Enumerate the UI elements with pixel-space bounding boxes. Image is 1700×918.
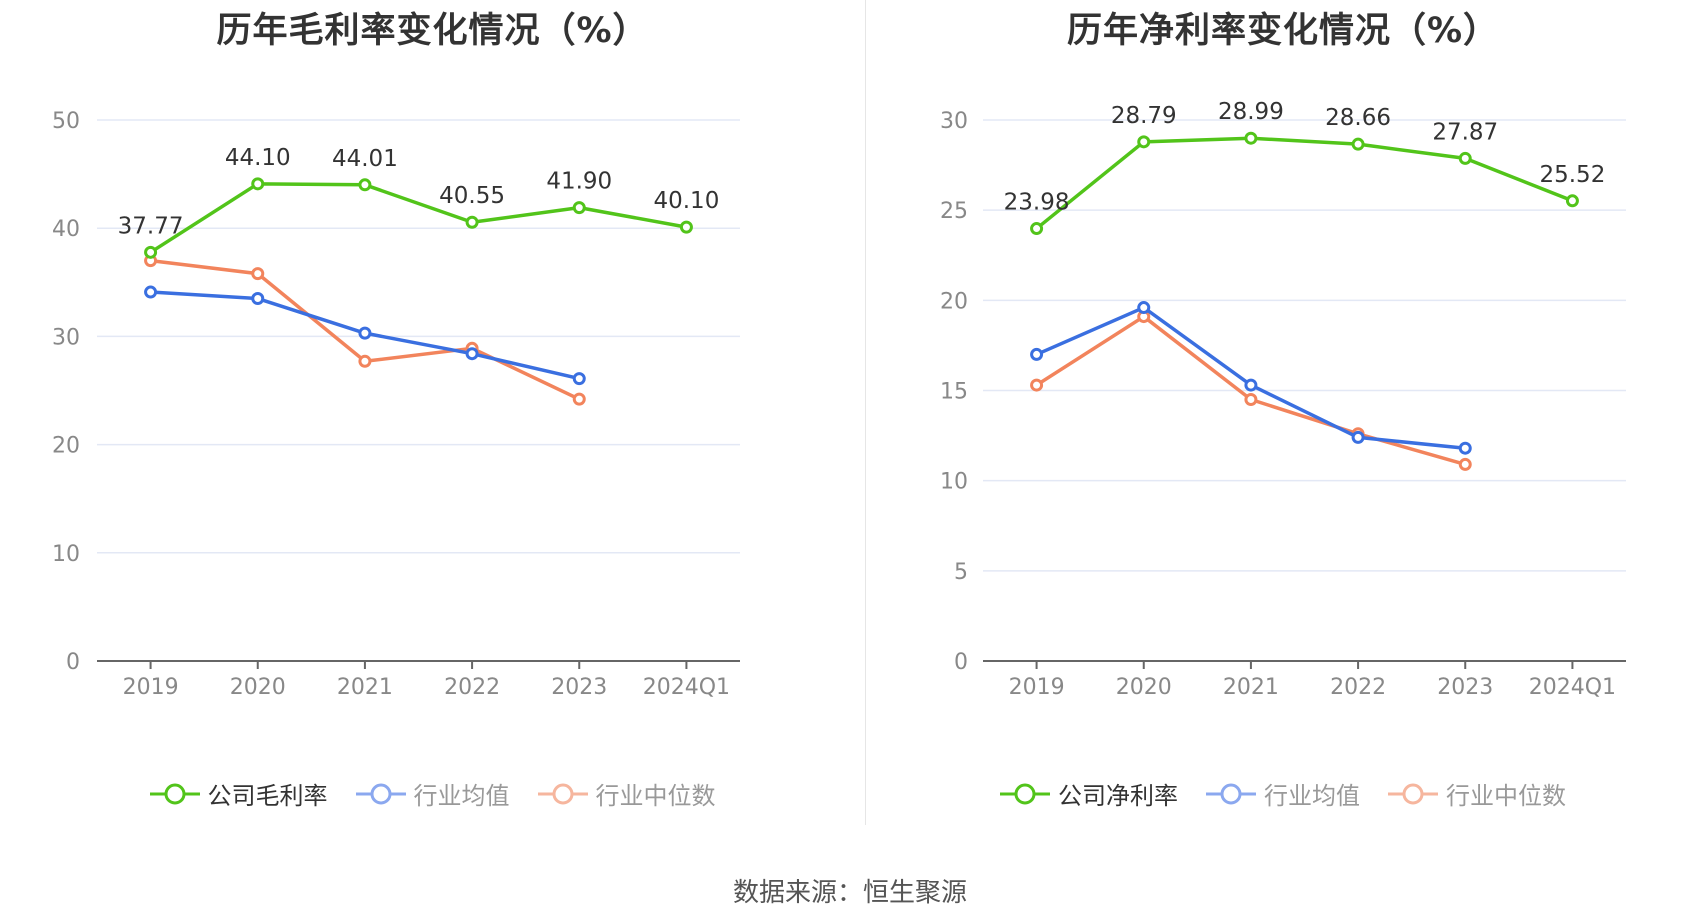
x-tick-label: 2019 [1009,675,1065,700]
data-label: 28.66 [1325,105,1391,131]
x-tick-label: 2024Q1 [643,675,730,700]
data-point-company [679,220,693,234]
data-label: 27.87 [1432,119,1498,145]
x-tick-label: 2023 [1437,675,1493,700]
data-label: 25.52 [1539,162,1605,188]
y-tick-label: 25 [940,199,968,224]
legend-item-company-net-margin[interactable]: 公司净利率 [1000,776,1178,811]
data-point-company [1137,135,1151,149]
data-label: 40.10 [653,188,719,214]
x-tick-label: 2020 [1116,675,1172,700]
data-point-company [251,177,265,191]
series-line-company [149,182,687,254]
legend-label: 公司净利率 [1058,782,1178,810]
data-label: 44.01 [332,146,398,172]
x-tick-label: 2022 [1330,675,1386,700]
x-tick-label: 2021 [337,675,393,700]
data-label: 41.90 [546,169,612,195]
y-tick-label: 0 [66,650,80,675]
net-margin-chart: 0 5 10 15 20 25 30 2019 2020 2021 2022 2023 2024Q1 23… [940,99,1626,700]
data-point-median [358,354,372,368]
data-point-median [1030,378,1044,392]
series-line-company [1035,136,1574,230]
y-tick-label: 30 [940,109,968,134]
legend-line-circle-icon [355,783,406,804]
data-point-average [144,285,158,299]
y-tick-label: 20 [52,434,80,459]
legend-label: 行业中位数 [1446,782,1566,810]
x-tick-label: 2022 [444,675,500,700]
legend-line-circle-icon [149,783,200,804]
gross-margin-chart: 0 10 20 30 40 50 2019 2020 2021 2022 2023 2024Q1 37.… [52,109,740,700]
data-label: 28.99 [1218,99,1284,125]
data-point-average [358,326,372,340]
data-label: 28.79 [1111,103,1177,129]
data-point-company [465,215,479,229]
y-tick-label: 40 [52,217,80,242]
data-point-company [1030,222,1044,236]
data-point-company [1565,194,1579,208]
data-label: 40.55 [439,183,505,209]
x-tick-label: 2020 [230,675,286,700]
data-point-average [1030,347,1044,361]
series-line-average [1035,305,1466,450]
legend-item-industry-average[interactable]: 行业均值 [355,776,510,811]
data-point-company [144,245,158,259]
legend-item-industry-median[interactable]: 行业中位数 [1388,776,1566,811]
y-tick-label: 20 [940,289,968,314]
x-tick-label: 2019 [123,675,179,700]
data-point-company [1351,137,1365,151]
data-point-average [465,347,479,361]
data-point-average [1458,441,1472,455]
data-label: 44.10 [225,145,291,171]
data-point-median [572,392,586,406]
legend-line-circle-icon [1206,783,1256,804]
data-point-average [251,292,265,306]
y-tick-label: 50 [52,109,80,134]
legend-label: 公司毛利率 [207,782,328,810]
legend-line-circle-icon [1000,783,1050,804]
data-point-average [1244,378,1258,392]
y-tick-label: 5 [954,560,968,585]
data-label: 23.98 [1004,190,1070,216]
panel-divider [865,0,866,825]
gross-margin-chart-panel: 历年毛利率变化情况（%） 0 10 20 30 40 50 2019 2020 2021 2022… [0,0,865,830]
legend-label: 行业均值 [413,782,510,810]
y-tick-label: 10 [940,470,968,495]
x-tick-label: 2023 [551,675,607,700]
data-point-median [251,267,265,281]
data-point-average [1351,430,1365,444]
gross-margin-legend: 公司毛利率 行业均值 行业中位数 [0,776,865,811]
data-point-average [572,372,586,386]
y-tick-label: 30 [52,325,80,350]
data-point-average [1137,301,1151,315]
data-point-median [1244,393,1258,407]
net-margin-chart-title: 历年净利率变化情况（%） [1066,11,1500,51]
legend-label: 行业中位数 [595,782,716,810]
net-margin-legend: 公司净利率 行业均值 行业中位数 [866,776,1700,811]
data-point-company [572,201,586,215]
legend-line-circle-icon [1388,783,1438,804]
y-tick-label: 15 [940,380,968,405]
legend-item-company-gross-margin[interactable]: 公司毛利率 [149,776,328,811]
net-margin-chart-panel: 历年净利率变化情况（%） 0 5 10 15 20 25 30 2019 2020 2021 202… [866,0,1700,830]
data-point-company [1458,151,1472,165]
x-tick-label: 2024Q1 [1529,675,1616,700]
data-label: 37.77 [118,213,184,239]
data-point-company [358,178,372,192]
legend-item-industry-median[interactable]: 行业中位数 [537,776,716,811]
gross-margin-chart-title: 历年毛利率变化情况（%） [216,11,649,51]
legend-item-industry-average[interactable]: 行业均值 [1206,776,1360,811]
data-source-note: 数据来源：恒生聚源 [732,878,967,908]
legend-line-circle-icon [537,783,588,804]
y-tick-label: 0 [954,650,968,675]
x-tick-label: 2021 [1223,675,1279,700]
data-point-company [1244,131,1258,145]
legend-label: 行业均值 [1264,782,1360,810]
data-point-median [1458,457,1472,471]
y-tick-label: 10 [52,542,80,567]
